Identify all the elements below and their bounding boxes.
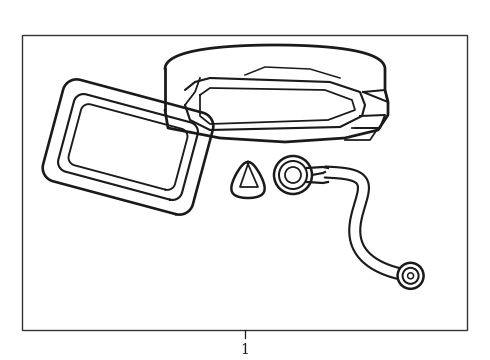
Bar	[22, 35, 467, 330]
Circle shape	[285, 167, 301, 183]
Circle shape	[408, 273, 414, 279]
Circle shape	[397, 263, 423, 289]
Circle shape	[403, 268, 418, 284]
Text: 1: 1	[241, 343, 249, 357]
Circle shape	[274, 156, 312, 194]
Circle shape	[279, 161, 307, 189]
